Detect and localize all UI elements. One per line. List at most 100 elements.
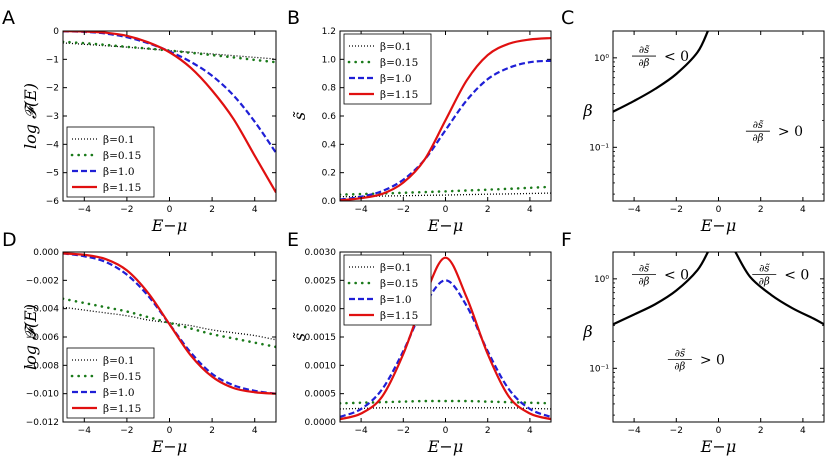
panel-d-ytick-label: 0.000	[33, 248, 59, 258]
panel-letter-f: F	[561, 229, 572, 251]
panel-b-ytick-label: 0.6	[322, 112, 337, 122]
panel-c-annotation-num: ∂s̃	[753, 120, 764, 131]
panel-f-annotation-relation: < 0	[664, 267, 689, 283]
panel-letter-e: E	[287, 229, 299, 251]
panel-a-xtick-label: 0	[167, 205, 173, 215]
panel-a-series-group	[63, 31, 276, 194]
panel-d-legend-label-1: β=0.15	[103, 371, 141, 383]
panel-a-legend: β=0.1 β=0.15 β=1.0 β=1.15	[66, 126, 155, 198]
panel-b-ylabel: s̃	[290, 111, 309, 120]
panel-b-legend-label-0: β=0.1	[380, 41, 412, 53]
panel-c-xtick-label: 0	[716, 205, 722, 215]
panel-a-ytick-label: −4	[46, 140, 60, 150]
panel-d-legend-label-3: β=1.15	[103, 403, 141, 415]
panel-e-ytick-label: 0.0010	[305, 361, 337, 371]
panel-f-series-0	[613, 252, 709, 326]
panel-b-ytick-label: 1.2	[322, 27, 336, 37]
panel-d-ytick-label: −0.008	[26, 361, 60, 371]
panel-e-xtick-label: −2	[397, 426, 410, 436]
panel-e-legend-label-3: β=1.15	[380, 310, 418, 322]
panel-c-ytick-label: 10⁻¹	[589, 143, 609, 153]
panel-c-annotation-relation: < 0	[664, 49, 689, 65]
panel-a-series-0	[63, 42, 276, 60]
panel-f-annotation-den: ∂β	[759, 276, 770, 287]
panel-b-legend: β=0.1 β=0.15 β=1.0 β=1.15	[343, 33, 432, 105]
panel-c-annotation-den: ∂β	[639, 58, 650, 69]
panel-b-xtick-label: 2	[485, 205, 491, 215]
panel-e-series-2	[340, 279, 551, 418]
panel-d-xtick-label: 2	[209, 426, 215, 436]
panel-e-series-3	[340, 256, 551, 421]
panel-b-legend-label-2: β=1.0	[380, 73, 412, 85]
panel-a-legend-label-3: β=1.15	[103, 182, 141, 194]
panel-letter-b: B	[287, 7, 300, 29]
panel-a-ytick-label: 0	[53, 27, 59, 37]
panel-f-ylabel: β	[582, 322, 592, 341]
panel-c: C −4 −2 0 2 4 10⁰ 10⁻¹ E−μ β ∂s̃ ∂β < 0 ∂s̃ ∂β > 0	[561, 7, 825, 235]
panel-c-xtick-label: −2	[670, 205, 683, 215]
panel-e-legend-label-1: β=0.15	[380, 278, 418, 290]
panel-a-xlabel: E−μ	[151, 216, 187, 235]
panel-b-xtick-label: 0	[443, 205, 449, 215]
panel-f-annotation-num: ∂s̃	[675, 348, 686, 359]
panel-e-legend-label-0: β=0.1	[380, 262, 412, 274]
panel-f-xtick-label: 0	[716, 426, 722, 436]
panel-b-xtick-label: −4	[354, 205, 368, 215]
panel-b-plot: −4 −2 0 2 40.00.20.40.60.81.01.2E−μs̃β=0.1β=…	[290, 27, 552, 235]
panel-b-xlabel: E−μ	[427, 216, 463, 235]
panel-a-ylabel: log 𝓕(E)	[21, 83, 40, 149]
panel-a-xtick-label: 4	[252, 205, 258, 215]
panel-a-xtick-label: −2	[120, 205, 133, 215]
panel-b-ytick-label: 1.0	[322, 55, 337, 65]
panel-f-xlabel: E−μ	[700, 437, 736, 456]
panel-e-plot: −4 −2 0 2 4 0.0000 0.0005 0.0010 0.0015 0.0020 0.0…	[290, 248, 552, 456]
panel-f-xtick-label: 2	[758, 426, 764, 436]
panel-letter-c: C	[561, 7, 574, 29]
panel-d-ylabel: log 𝓕(E)	[21, 304, 40, 370]
panel-b-xtick-label: −2	[397, 205, 410, 215]
panel-d-series-group	[63, 252, 276, 395]
panel-b: B −4 −2 0 2 4 0.0 0.2 0.4 0.6 0.8 1.0 1.2 E−μ s̃ β=0.1…	[287, 7, 552, 235]
panel-c-plot: −4 −2 0 2 4 10⁰ 10⁻¹ E−μ β ∂s̃ ∂β < 0 ∂s̃ ∂β > 0	[582, 30, 825, 235]
panel-c-ytick-label: 10⁰	[594, 54, 609, 64]
panel-f-xtick-label: −4	[627, 426, 641, 436]
panel-c-xtick-label: 2	[758, 205, 764, 215]
panel-c-series-0	[613, 31, 709, 113]
panel-c-annotation-0: ∂s̃ ∂β < 0	[631, 45, 689, 69]
panel-d-xlabel: E−μ	[151, 437, 187, 456]
panel-b-series-3	[340, 36, 551, 201]
panel-d-series-0	[63, 306, 276, 341]
panel-d-ytick-label: −0.010	[26, 390, 60, 400]
panel-e-series-group	[340, 256, 551, 421]
panel-e-ylabel: s̃	[290, 332, 309, 341]
panel-d-xtick-label: 0	[167, 426, 173, 436]
panel-letter-d: D	[2, 229, 17, 251]
panel-a-series-3	[63, 31, 276, 194]
panel-f-ytick-label: 10⁻¹	[589, 364, 609, 374]
panel-b-series-2	[340, 59, 551, 201]
panel-e-ytick-label: 0.0025	[305, 276, 337, 286]
panel-d: D −4 −2 0 2 4−0.012−0.010−0.008−0.006−0.004−…	[2, 229, 277, 456]
panel-d-xtick-label: −4	[78, 426, 92, 436]
panel-a-ytick-label: −5	[46, 169, 59, 179]
panel-f-ytick-label: 10⁰	[594, 275, 609, 285]
panel-b-ytick-label: 0.2	[322, 169, 336, 179]
panel-a-ytick-label: −6	[46, 197, 60, 207]
panel-c-annotation-num: ∂s̃	[639, 45, 650, 56]
panel-d-ytick-label: −0.004	[26, 305, 60, 315]
panel-d-ytick-label: −0.012	[26, 418, 59, 428]
panel-c-ylabel: β	[582, 101, 592, 120]
panel-f-xtick-label: −2	[670, 426, 683, 436]
panel-c-annotation-1: ∂s̃ ∂β > 0	[745, 120, 803, 144]
panel-a-ytick-label: −3	[46, 112, 59, 122]
panel-f-annotation-relation: > 0	[700, 352, 725, 368]
panel-b-xtick-label: 4	[527, 205, 533, 215]
panel-c-series-group	[613, 31, 709, 113]
panel-f-annotation-num: ∂s̃	[759, 263, 770, 274]
panel-f-annotation-2: ∂s̃ ∂β > 0	[667, 348, 725, 372]
panel-d-xtick-label: 4	[252, 426, 258, 436]
panel-e-legend-label-2: β=1.0	[380, 294, 412, 306]
panel-f-annotation-den: ∂β	[639, 276, 650, 287]
